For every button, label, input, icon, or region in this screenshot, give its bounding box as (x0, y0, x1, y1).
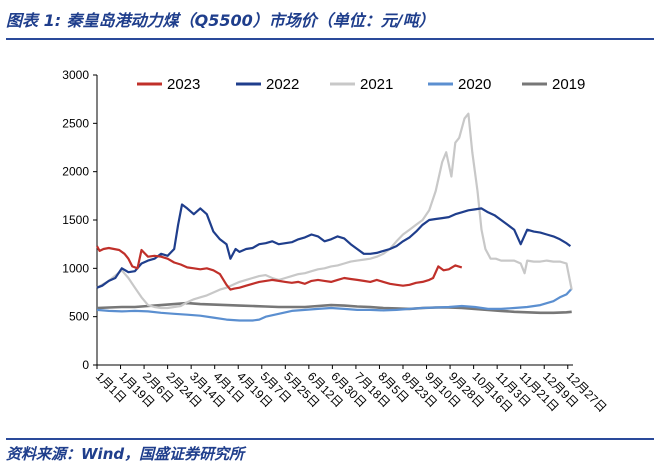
series-line-2020 (96, 287, 573, 322)
chart-legend: 2023 2022 2021 2020 2019 (137, 76, 585, 93)
chart-axes: 0500100015002000250030001月1日1月19日2月6日2月2… (62, 68, 609, 415)
y-tick-label: 500 (69, 310, 89, 324)
legend-label-2021: 2021 (360, 76, 393, 93)
series-line-2021 (96, 112, 573, 310)
series-line-2019 (96, 301, 572, 315)
y-tick-label: 2500 (62, 116, 89, 130)
y-tick-label: 2000 (62, 165, 89, 179)
series-line-2023 (96, 245, 463, 291)
figure-title: 图表 1: 秦皇岛港动力煤（Q5500）市场价（单位：元/吨） (6, 4, 654, 40)
y-tick-label: 1000 (62, 261, 89, 275)
series-line-2022 (96, 203, 572, 289)
legend-label-2019: 2019 (552, 76, 585, 93)
y-tick-label: 0 (82, 358, 89, 372)
legend-label-2022: 2022 (266, 76, 299, 93)
legend-label-2020: 2020 (458, 76, 491, 93)
source-note: 资料来源：Wind，国盛证券研究所 (6, 438, 654, 468)
legend-label-2023: 2023 (167, 76, 200, 93)
y-tick-label: 1500 (62, 213, 89, 227)
chart-lines (96, 112, 573, 322)
y-tick-label: 3000 (62, 68, 89, 82)
